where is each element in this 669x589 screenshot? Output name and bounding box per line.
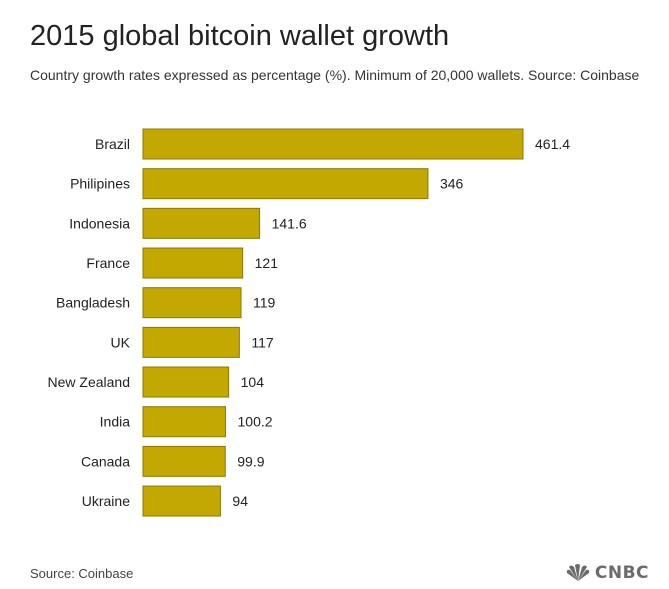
bar [142,287,242,319]
value-label: 346 [440,176,464,192]
category-label: Bangladesh [56,295,130,311]
value-label: 141.6 [272,215,307,231]
chart-title: 2015 global bitcoin wallet growth [30,20,450,52]
bar [142,485,221,517]
category-label: Philipines [70,176,130,192]
cnbc-logo: CNBC [565,562,649,584]
value-label: 119 [253,295,276,311]
peacock-icon [566,564,590,581]
bar [142,366,230,398]
bar [142,406,227,438]
category-label: Ukraine [82,493,130,509]
value-label: 100.2 [238,414,273,430]
bar [142,168,429,200]
category-label: France [86,255,130,271]
category-label: Indonesia [69,215,130,231]
bar [142,128,524,160]
category-label: New Zealand [48,374,131,390]
value-label: 94 [232,493,248,509]
value-label: 121 [255,255,279,271]
value-label: 117 [251,334,274,350]
value-label: 104 [241,374,265,390]
logo-wordmark: CNBC [594,563,649,583]
value-label: 461.4 [535,136,570,152]
bar [142,207,261,239]
chart-subtitle: Country growth rates expressed as percen… [30,67,640,83]
category-label: India [100,414,131,430]
category-label: Canada [81,453,130,469]
bar [142,326,240,358]
value-label: 99.9 [237,453,264,469]
bar [142,247,244,279]
category-label: Brazil [95,136,130,152]
category-label: UK [111,334,131,350]
bar [142,445,226,477]
source-note: Source: Coinbase [30,566,134,581]
